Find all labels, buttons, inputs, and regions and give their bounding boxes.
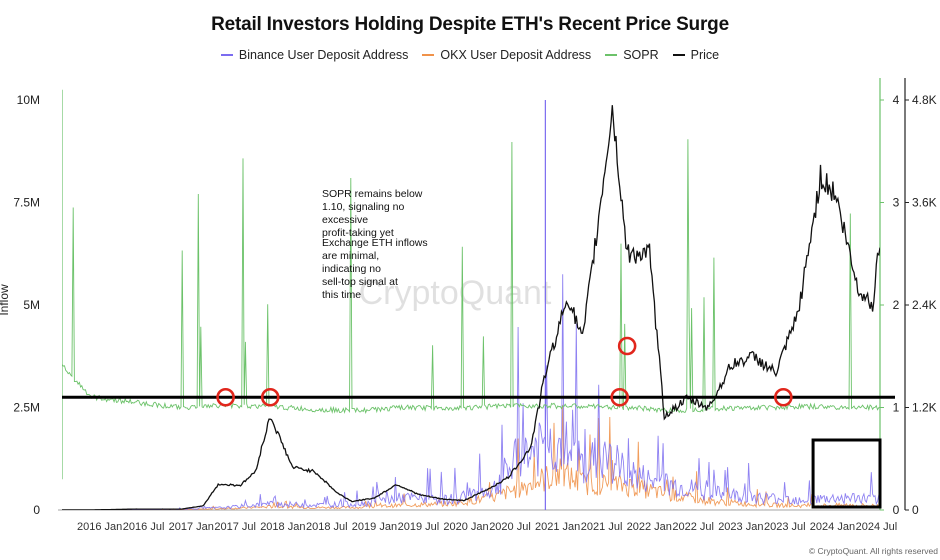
highlight-box — [811, 438, 882, 509]
x-tick-label: 2020 Jan — [443, 521, 488, 533]
chart-title: Retail Investors Holding Despite ETH's R… — [211, 14, 729, 35]
y-axis-label: Inflow — [0, 284, 11, 316]
series-line-binance — [91, 274, 880, 510]
watermark-text: CryptoQuant — [359, 274, 552, 312]
legend-swatch-sopr — [605, 54, 618, 56]
x-tick-label: 2018 Jan — [260, 521, 305, 533]
price-axis-tick-label: 4.8K — [912, 93, 937, 107]
series-group — [62, 89, 880, 510]
x-tick-label: 2023 Jul — [764, 521, 806, 533]
x-tick-label: 2019 Jul — [398, 521, 440, 533]
sopr-axis-tick-label: 0 — [893, 503, 900, 517]
price-axis-tick-label: 3.6K — [912, 196, 937, 210]
x-tick-label: 2017 Jan — [169, 521, 214, 533]
x-tick-label: 2021 Jul — [581, 521, 623, 533]
sopr-axis-tick-label: 4 — [893, 93, 900, 107]
legend-label-sopr: SOPR — [623, 48, 659, 62]
highlight-circle — [617, 336, 637, 356]
legend: Binance User Deposit Address OKX User De… — [0, 48, 940, 62]
y-left-tick-label: 10M — [17, 93, 40, 107]
x-tick-label: 2022 Jan — [627, 521, 672, 533]
legend-item-price[interactable]: Price — [672, 48, 720, 62]
sopr-axis-tick-label: 2 — [893, 298, 900, 312]
annotation-sopr: SOPR remains below 1.10, signaling no exce… — [322, 188, 423, 239]
legend-label-okx: OKX User Deposit Address — [440, 48, 592, 62]
sopr-axis-tick-label: 1 — [893, 401, 900, 415]
annotation-inflows: Exchange ETH inflows are minimal, indicati… — [322, 237, 428, 301]
x-tick-label: 2024 Jan — [810, 521, 855, 533]
y-left-tick-label: 0 — [33, 503, 40, 517]
series-line-sopr — [62, 139, 880, 414]
legend-swatch-price — [672, 54, 685, 56]
legend-item-okx[interactable]: OKX User Deposit Address — [422, 48, 591, 62]
x-tick-label: 2019 Jan — [352, 521, 397, 533]
highlight-circle — [610, 387, 630, 407]
legend-item-binance[interactable]: Binance User Deposit Address — [220, 48, 409, 62]
legend-swatch-binance — [220, 54, 233, 56]
legend-label-binance: Binance User Deposit Address — [238, 48, 409, 62]
price-axis-tick-label: 1.2K — [912, 401, 937, 415]
price-axis-tick-label: 2.4K — [912, 298, 937, 312]
sopr-axis-tick-label: 3 — [893, 196, 900, 210]
credit-text: © CryptoQuant. All rights reserved — [808, 546, 938, 556]
x-tick-label: 2022 Jul — [672, 521, 714, 533]
y-left-tick-label: 2.5M — [13, 401, 40, 415]
x-tick-label: 2016 Jan — [77, 521, 122, 533]
highlight-circle — [260, 387, 280, 407]
legend-item-sopr[interactable]: SOPR — [605, 48, 659, 62]
x-tick-label: 2017 Jul — [214, 521, 256, 533]
y-left-tick-label: 5M — [23, 298, 40, 312]
x-tick-label: 2024 Jul — [856, 521, 898, 533]
series-line-price — [62, 105, 880, 510]
highlight-circle — [216, 387, 235, 407]
price-axis-tick-label: 0 — [912, 503, 919, 517]
x-tick-label: 2018 Jul — [306, 521, 348, 533]
x-tick-label: 2020 Jul — [489, 521, 531, 533]
y-left-tick-label: 7.5M — [13, 196, 40, 210]
highlight-circle — [774, 387, 793, 407]
x-tick-label: 2023 Jan — [718, 521, 763, 533]
series-line-okx — [91, 404, 880, 510]
legend-label-price: Price — [690, 48, 720, 62]
x-tick-label: 2016 Jul — [123, 521, 165, 533]
x-tick-label: 2021 Jan — [535, 521, 580, 533]
legend-swatch-okx — [422, 54, 435, 56]
